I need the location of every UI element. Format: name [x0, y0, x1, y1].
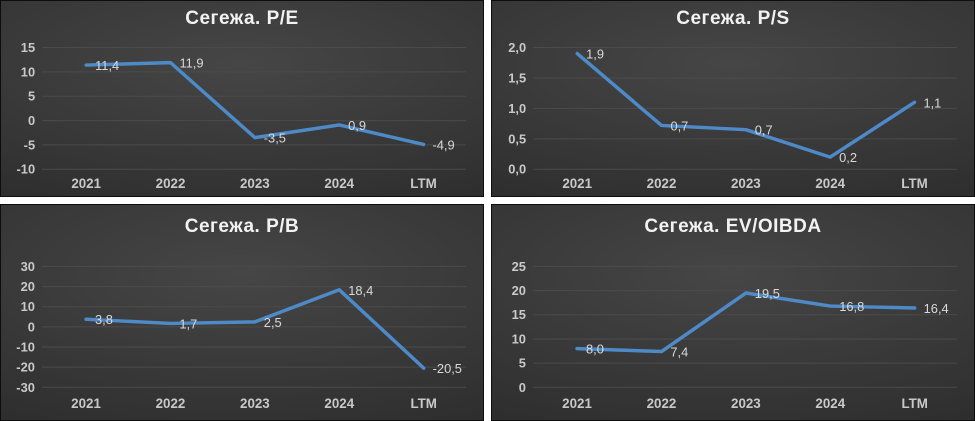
- x-tick-label: 2022: [647, 176, 677, 191]
- data-label: 3,8: [95, 312, 113, 327]
- y-tick-label: -30: [16, 380, 35, 395]
- x-tick-label: 2023: [731, 176, 761, 191]
- data-label: 1,9: [586, 47, 604, 62]
- chart-panel-pe: 15 10 5 0 -5 -10 2021 2022 2023 2024 LTM 11,4 11,9 -3…: [0, 0, 484, 197]
- y-tick-label: 0: [28, 113, 35, 128]
- chart-panel-ps: 2,0 1,5 1,0 0,5 0,0 2021 2022 2023 2024 LTM 1,9 0,7…: [491, 0, 975, 197]
- data-label: 18,4: [348, 283, 373, 298]
- y-tick-label: -20: [16, 360, 35, 375]
- x-tick-label: 2024: [324, 176, 354, 191]
- y-tick-label: 2,0: [508, 40, 526, 55]
- x-tick-label: LTM: [410, 176, 436, 191]
- x-tick-label: 2022: [647, 396, 677, 411]
- pb-chart-canvas: 30 20 10 0 -10 -20 -30 2021 2022 2023 2024 LTM 3,8 1,…: [16, 259, 466, 411]
- pe-chart-title: Сегежа. P/E: [185, 8, 299, 29]
- x-tick-label: LTM: [901, 176, 927, 191]
- y-tick-label: 0,5: [508, 131, 526, 146]
- data-label: 19,5: [755, 286, 780, 301]
- x-tick-label: 2024: [815, 396, 845, 411]
- data-label: -20,5: [433, 361, 462, 376]
- y-tick-label: 1,5: [508, 70, 526, 85]
- y-tick-label: 1,0: [508, 101, 526, 116]
- data-label: 0,7: [755, 123, 773, 138]
- ev-oibda-chart-title: Сегежа. EV/OIBDA: [644, 216, 822, 237]
- series-line-pb: [84, 288, 426, 370]
- series-line-pe: [84, 60, 426, 147]
- y-tick-label: 10: [21, 64, 35, 79]
- y-tick-label: 15: [512, 307, 526, 322]
- x-tick-label: 2023: [240, 396, 270, 411]
- y-tick-label: 0: [519, 380, 526, 395]
- x-tick-label: LTM: [410, 396, 436, 411]
- x-tick-label: LTM: [901, 396, 927, 411]
- x-tick-label: 2023: [240, 176, 270, 191]
- y-tick-label: 30: [21, 259, 35, 274]
- data-label: 16,4: [924, 301, 949, 316]
- x-tick-label: 2022: [156, 176, 186, 191]
- x-tick-label: 2021: [71, 396, 101, 411]
- data-label: 16,8: [839, 299, 864, 314]
- y-tick-label: 0,0: [508, 162, 526, 177]
- x-tick-label: 2021: [71, 176, 101, 191]
- y-tick-label: 10: [21, 299, 35, 314]
- data-label: 11,4: [95, 58, 119, 73]
- y-tick-label: -5: [24, 137, 35, 152]
- ps-chart-canvas: 2,0 1,5 1,0 0,5 0,0 2021 2022 2023 2024 LTM 1,9 0,7…: [508, 40, 957, 191]
- y-tick-label: 10: [512, 331, 526, 346]
- y-tick-label: 20: [21, 279, 35, 294]
- data-label: -3,5: [264, 131, 286, 146]
- series-line-ev-oibda: [575, 291, 917, 354]
- data-label: 0,2: [839, 150, 857, 165]
- chart-panel-pb: 30 20 10 0 -10 -20 -30 2021 2022 2023 2024 LTM 3,8 1,…: [0, 204, 484, 421]
- y-tick-label: 5: [519, 356, 526, 371]
- data-label: 2,5: [264, 315, 282, 330]
- chart-panel-ev-oibda: 25 20 15 10 5 0 2021 2022 2023 2024 LTM 8,0 7,4 19,5 1…: [491, 204, 975, 421]
- data-label: 0,7: [670, 118, 688, 133]
- data-label: 1,1: [923, 95, 941, 110]
- data-label: -4,9: [432, 137, 454, 152]
- y-tick-label: 25: [512, 259, 526, 274]
- y-tick-label: 20: [512, 283, 526, 298]
- y-tick-label: 15: [21, 40, 35, 55]
- data-label: 11,9: [179, 56, 203, 71]
- x-tick-label: 2024: [815, 176, 845, 191]
- pb-chart-title: Сегежа. P/B: [184, 216, 300, 237]
- x-tick-label: 2021: [562, 176, 592, 191]
- x-tick-label: 2024: [324, 396, 354, 411]
- pe-chart-canvas: 15 10 5 0 -5 -10 2021 2022 2023 2024 LTM 11,4 11,9 -3…: [17, 40, 466, 191]
- series-line-ps: [575, 51, 917, 159]
- data-label: 1,7: [179, 316, 197, 331]
- x-tick-label: 2023: [731, 396, 761, 411]
- data-label: 8,0: [586, 342, 604, 357]
- y-tick-label: -10: [16, 339, 35, 354]
- data-label: 0,9: [348, 118, 366, 133]
- y-tick-label: 0: [28, 319, 35, 334]
- ps-chart-title: Сегежа. P/S: [676, 8, 790, 29]
- ev-oibda-chart-canvas: 25 20 15 10 5 0 2021 2022 2023 2024 LTM 8,0 7,4 19,5 1…: [512, 259, 957, 411]
- x-tick-label: 2021: [562, 396, 592, 411]
- y-tick-label: 5: [28, 89, 35, 104]
- x-tick-label: 2022: [156, 396, 186, 411]
- data-label: 7,4: [670, 344, 688, 359]
- y-tick-label: -10: [17, 162, 36, 177]
